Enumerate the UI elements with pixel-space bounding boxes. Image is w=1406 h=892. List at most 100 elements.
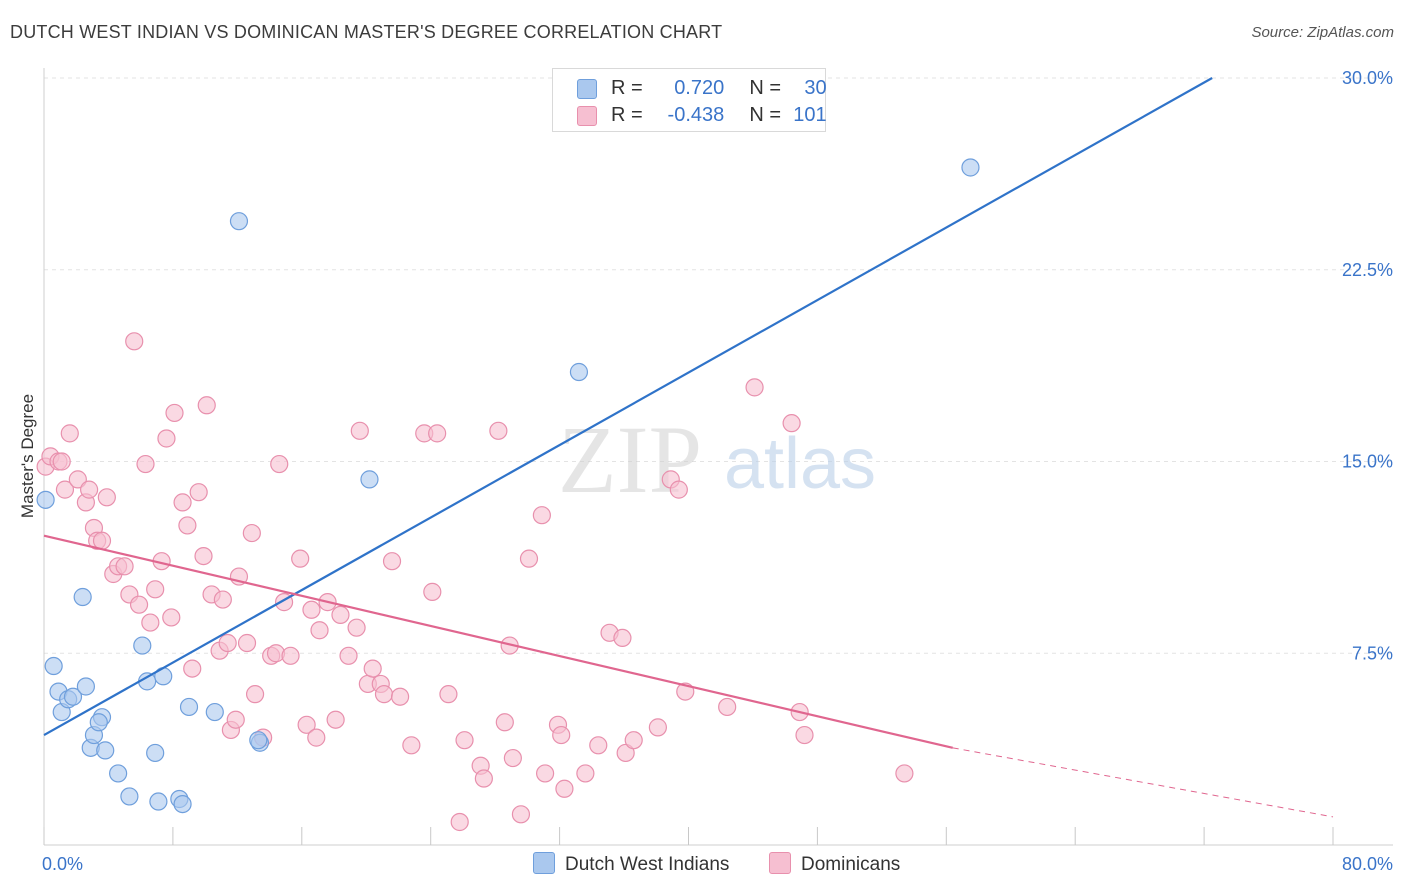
dominican-point: [616, 743, 635, 763]
legend-r-value: -0.438: [667, 104, 725, 126]
blue-swatch-icon: [533, 852, 555, 874]
dominican-point: [503, 748, 522, 768]
dominican-point: [439, 685, 458, 704]
dominican-point: [428, 424, 447, 443]
dominican-point: [474, 769, 493, 788]
bottom-legend-label: Dutch West Indians: [565, 854, 730, 875]
dominican-point: [326, 710, 345, 729]
y-tick-label: 15.0%: [1342, 452, 1393, 472]
dominican-point: [613, 628, 632, 648]
dominican-point: [237, 633, 257, 653]
dutch-west-indian-point: [73, 587, 92, 607]
dominican-point: [173, 493, 192, 512]
dutch-west-indians-trend-line: [43, 77, 1213, 737]
dominican-point: [97, 488, 116, 507]
dominican-point: [795, 725, 814, 745]
dutch-west-indian-point: [109, 764, 128, 783]
dominican-point: [157, 429, 176, 448]
dominican-point: [402, 736, 421, 755]
legend-r-value: 0.720: [674, 77, 725, 99]
dominican-point: [552, 725, 571, 745]
dominican-point: [455, 731, 474, 750]
legend-n-label: N =: [749, 77, 782, 99]
dominican-point: [895, 764, 914, 783]
blue-swatch-icon: [577, 79, 597, 99]
dominicans-trend-extension: [952, 747, 1334, 818]
legend-n-label: N =: [749, 104, 782, 126]
dominican-point: [339, 646, 358, 665]
dominican-point: [183, 659, 202, 678]
dutch-west-indian-point: [179, 697, 199, 717]
bottom-legend-dutch-west-indians: Dutch West Indians: [533, 852, 729, 876]
x-tick-label: 0.0%: [42, 854, 83, 874]
dominican-point: [80, 480, 99, 499]
dominican-point: [226, 710, 245, 729]
dominican-point: [68, 470, 87, 489]
axes: [43, 68, 1393, 846]
dominican-point: [213, 590, 232, 609]
dutch-west-indian-point: [36, 490, 55, 509]
dominican-point: [141, 613, 160, 632]
dominican-point: [532, 506, 551, 525]
dutch-west-indian-point: [120, 787, 139, 806]
dominican-point: [129, 595, 149, 614]
legend-n-value: 30: [804, 77, 827, 99]
dominican-point: [310, 621, 329, 640]
x-tick-label: 80.0%: [1342, 854, 1393, 874]
dutch-west-indian-point: [229, 212, 249, 231]
dutch-west-indian-point: [76, 677, 95, 696]
dominican-point: [718, 697, 737, 717]
dutch-west-indian-point: [173, 794, 192, 814]
y-tick-label: 22.5%: [1342, 260, 1393, 280]
dominican-point: [281, 646, 300, 665]
dominican-point: [52, 452, 71, 471]
dominican-point: [297, 715, 316, 734]
dominican-point: [535, 764, 555, 783]
dominican-point: [270, 454, 289, 474]
dominican-point: [347, 618, 366, 637]
dominican-point: [136, 454, 155, 474]
dominican-point: [669, 480, 688, 499]
dutch-west-indian-point: [146, 743, 165, 763]
dominican-point: [331, 605, 350, 625]
dominican-point: [423, 582, 442, 601]
dominican-point: [450, 812, 469, 832]
dominican-point: [782, 414, 801, 433]
dominican-point: [302, 600, 321, 619]
dominican-point: [519, 549, 539, 568]
legend-n-value: 101: [793, 104, 827, 126]
dominican-point: [242, 523, 261, 543]
dominican-point: [589, 736, 608, 755]
dutch-west-indian-point: [569, 362, 589, 382]
dominican-point: [374, 685, 394, 704]
dominican-point: [576, 764, 595, 783]
dominicans-trend-line: [43, 534, 953, 749]
dominican-point: [197, 396, 216, 415]
legend-r-label: R =: [611, 77, 643, 99]
bottom-legend-dominicans: Dominicans: [769, 852, 900, 876]
dominican-point: [162, 608, 181, 627]
dutch-west-indian-point: [205, 702, 224, 722]
dutch-west-indian-point: [44, 656, 63, 676]
dominican-point: [245, 685, 265, 704]
dominican-point: [350, 421, 369, 440]
dutch-west-indian-point: [249, 731, 268, 750]
dutch-west-indian-point: [133, 636, 152, 655]
dominican-point: [555, 779, 574, 798]
y-tick-label: 7.5%: [1352, 643, 1393, 663]
dutch-west-indian-point: [360, 470, 379, 489]
dutch-west-indian-point: [96, 741, 115, 760]
watermark: ZIP atlas: [558, 406, 876, 513]
dutch-west-indian-point: [89, 713, 108, 732]
trend-lines: [43, 77, 1334, 818]
dominican-point: [178, 516, 197, 535]
dominican-point: [511, 805, 531, 824]
tick-labels: 7.5% 15.0% 22.5% 30.0% 0.0% 80.0%: [42, 68, 1393, 874]
watermark-atlas: atlas: [724, 424, 876, 504]
stats-legend: R = 0.720 N = 30 R = -0.438 N = 101: [552, 68, 827, 132]
dominican-point: [624, 731, 643, 750]
dominicans-points: [36, 332, 914, 832]
legend-r-label: R =: [611, 104, 643, 126]
pink-swatch-icon: [769, 852, 791, 874]
